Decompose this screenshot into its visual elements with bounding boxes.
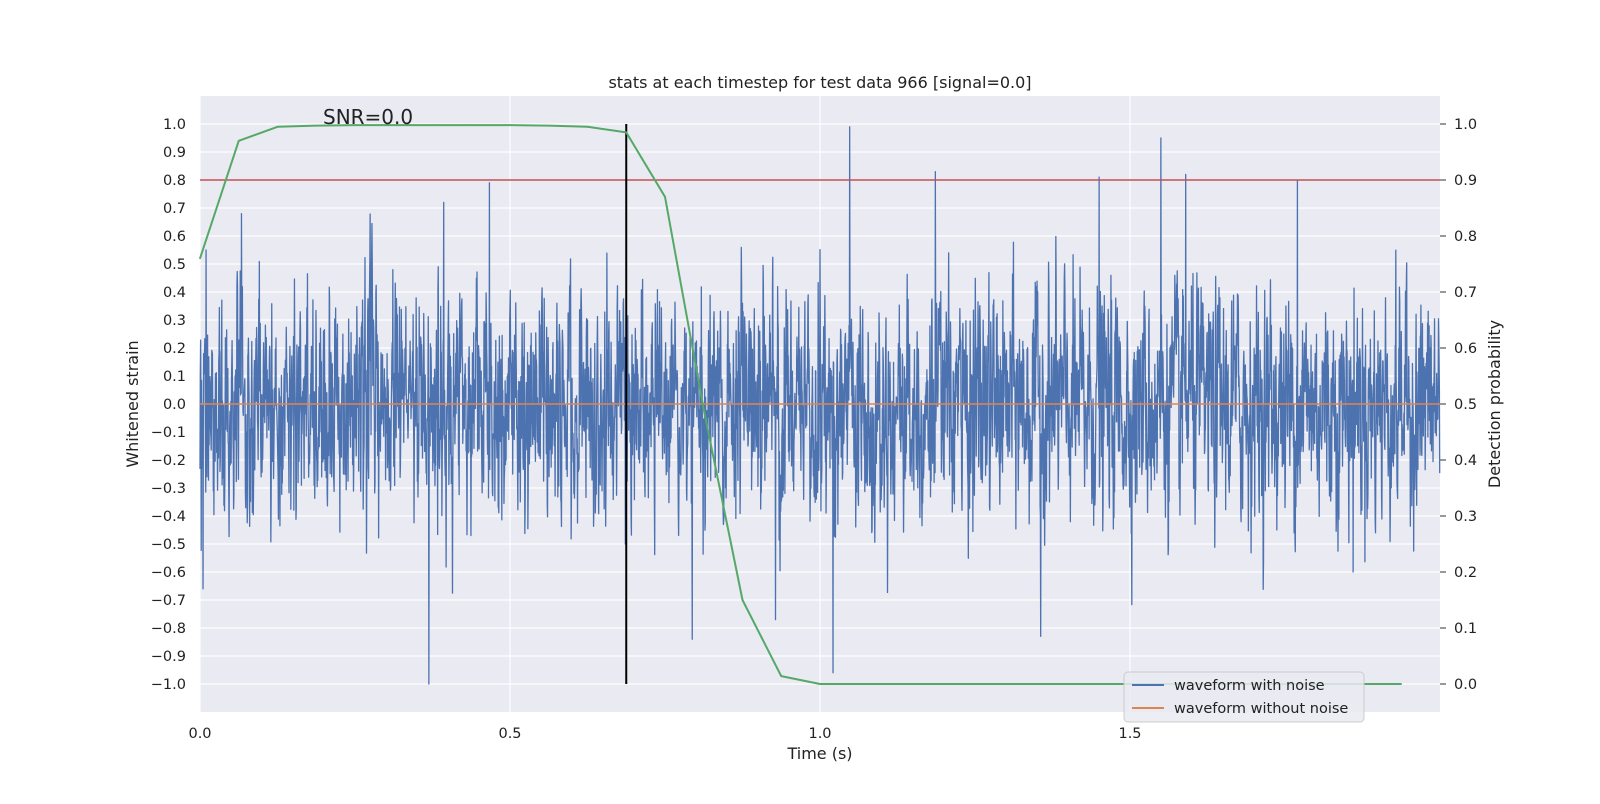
probability-point bbox=[1051, 683, 1054, 685]
y-tick-label: 0.2 bbox=[163, 341, 186, 357]
x-tick-label: 1.0 bbox=[808, 726, 831, 742]
right-axis-ticks: 1.0 0.9 0.8 0.7 0.6 0.5 0.4 0.3 0.2 0.1 0.0 bbox=[1440, 117, 1477, 693]
y-tick-label: 0.9 bbox=[163, 145, 186, 161]
legend-label-waveform-without-noise: waveform without noise bbox=[1174, 701, 1348, 717]
probability-point bbox=[237, 140, 240, 142]
y2-tick-label: 0.7 bbox=[1454, 285, 1477, 301]
probability-point bbox=[547, 124, 550, 127]
y2-tick-label: 1.0 bbox=[1454, 117, 1477, 133]
y-tick-label: 0.8 bbox=[163, 173, 186, 189]
y-tick-label: −0.2 bbox=[151, 453, 186, 469]
y-tick-label: −0.1 bbox=[151, 425, 186, 441]
probability-point bbox=[664, 196, 666, 198]
y2-tick-label: 0.9 bbox=[1454, 173, 1477, 189]
y2-tick-label: 0.6 bbox=[1454, 341, 1477, 357]
probability-point bbox=[431, 124, 434, 126]
y-tick-label: −0.3 bbox=[151, 481, 186, 497]
y-tick-label: 0.6 bbox=[163, 229, 186, 245]
y-tick-label: −0.5 bbox=[151, 537, 186, 553]
y2-tick-label: 0.0 bbox=[1454, 677, 1477, 693]
y-tick-label: −0.4 bbox=[151, 509, 186, 525]
probability-point bbox=[741, 599, 744, 601]
probability-point bbox=[974, 683, 976, 685]
snr-annotation: SNR=0.0 bbox=[323, 105, 413, 129]
probability-point bbox=[1012, 683, 1015, 685]
probability-point bbox=[702, 408, 705, 411]
probability-point bbox=[354, 124, 356, 126]
y-tick-label: −0.9 bbox=[151, 649, 186, 665]
y2-tick-label: 0.4 bbox=[1454, 453, 1477, 469]
y2-tick-label: 0.8 bbox=[1454, 229, 1477, 245]
y-tick-label: 0.0 bbox=[163, 397, 186, 413]
y-tick-label: −0.6 bbox=[151, 565, 186, 581]
y-tick-label: 0.7 bbox=[163, 201, 186, 217]
y-tick-label: 1.0 bbox=[163, 117, 186, 133]
x-tick-label: 1.5 bbox=[1118, 726, 1141, 742]
y2-tick-label: 0.5 bbox=[1454, 397, 1477, 413]
probability-point bbox=[586, 126, 589, 128]
probability-point bbox=[509, 124, 511, 126]
legend-label-waveform-with-noise: waveform with noise bbox=[1174, 678, 1325, 694]
y2-tick-label: 0.1 bbox=[1454, 621, 1477, 637]
probability-point bbox=[315, 124, 318, 127]
y-axis-label: Whitened strain bbox=[123, 340, 142, 467]
y2-tick-label: 0.3 bbox=[1454, 509, 1477, 525]
y-tick-label: −0.8 bbox=[151, 621, 186, 637]
probability-point bbox=[625, 131, 628, 134]
y-tick-label: 0.1 bbox=[163, 369, 186, 385]
probability-point bbox=[276, 126, 279, 128]
y2-tick-label: 0.2 bbox=[1454, 565, 1477, 581]
x-tick-label: 0.0 bbox=[188, 726, 211, 742]
y-tick-label: 0.4 bbox=[163, 285, 186, 301]
y-tick-label: −0.7 bbox=[151, 593, 186, 609]
chart-title: stats at each timestep for test data 966… bbox=[608, 73, 1031, 92]
probability-point bbox=[935, 683, 938, 685]
y2-axis-label: Detection probability bbox=[1485, 320, 1504, 488]
x-axis-ticks: 0.0 0.5 1.0 1.5 bbox=[188, 726, 1141, 742]
legend: waveform with noise waveform without noi… bbox=[1123, 671, 1365, 723]
x-tick-label: 0.5 bbox=[498, 726, 521, 742]
y-tick-label: 0.5 bbox=[163, 257, 186, 273]
probability-point bbox=[392, 124, 395, 126]
probability-point bbox=[1400, 683, 1403, 685]
series-line-waveform-with-noise bbox=[199, 126, 1441, 685]
probability-point bbox=[896, 683, 899, 685]
probability-point bbox=[819, 683, 821, 685]
y-tick-label: 0.3 bbox=[163, 313, 186, 329]
probability-point bbox=[470, 124, 473, 126]
probability-point bbox=[1090, 683, 1093, 685]
probability-point bbox=[199, 257, 201, 260]
left-axis-ticks: 1.0 0.9 0.8 0.7 0.6 0.5 0.4 0.3 0.2 0.1 0.0 −0.1 −0.… bbox=[151, 117, 186, 693]
legend-box bbox=[1123, 671, 1365, 723]
x-axis-label: Time (s) bbox=[786, 744, 852, 763]
probability-point bbox=[857, 683, 860, 685]
y-tick-label: −1.0 bbox=[151, 677, 186, 693]
probability-point bbox=[780, 675, 783, 677]
